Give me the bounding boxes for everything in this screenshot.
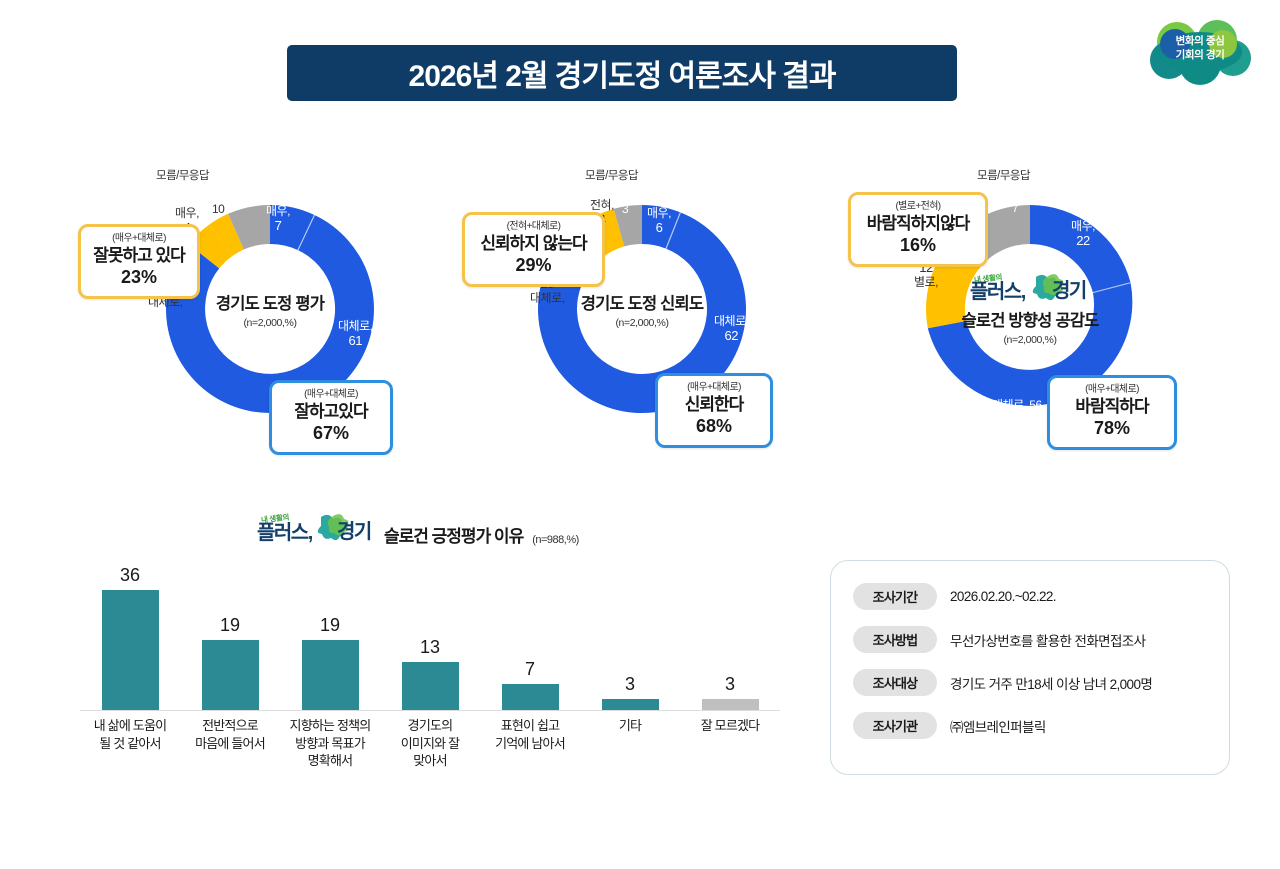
bar-chart-slogan-reasons: 내 생활의 플러스, 경기 슬로건 긍정평가 이유 (n=988,%) 36 1… [70, 505, 790, 795]
bar-item: 19 [180, 565, 280, 710]
logo-line-2: 기회의 경기 [1175, 49, 1225, 62]
bar-item: 36 [80, 565, 180, 710]
info-row: 조사방법 무선가상번호를 활용한 전화면접조사 [853, 626, 1211, 653]
donut-3-negative-callout: (별로+전혀) 바람직하지않다 16% [848, 192, 988, 267]
donut-2-blue1: 매우, 6 [647, 206, 671, 235]
bar-chart-axis [80, 710, 780, 711]
bar-item: 7 [480, 565, 580, 710]
bar-category-label: 기타 [618, 718, 642, 733]
bar-value: 19 [319, 615, 341, 635]
donut-1-blue1: 매우, 7 [266, 204, 290, 233]
donut-2-blue2: 대체로, 62 [714, 314, 749, 343]
donut-chart-evaluation: 경기도 도정 평가 (n=2,000,%) 모름/무응답 10 매우, 7 대체… [78, 170, 440, 455]
bar-item: 13 [380, 565, 480, 710]
info-value: ㈜엠브레인퍼블릭 [950, 719, 1046, 735]
bar-rect [101, 590, 159, 710]
bar-value: 19 [219, 615, 241, 635]
donut-3-blue2: 대체로, 56 [992, 398, 1042, 412]
info-value: 경기도 거주 만18세 이상 남녀 2,000명 [950, 676, 1153, 692]
bar-value: 3 [724, 674, 735, 694]
bar-category-label: 전반적으로 마음에 들어서 [195, 718, 266, 751]
donut-1-dontknow-label: 모름/무응답 [156, 170, 210, 182]
bar-category-label: 경기도의 이미지와 잘 맞아서 [400, 718, 460, 769]
plus-logo-suffix-text: 경기 [337, 521, 372, 543]
donut-1-positive-callout: (매우+대체로) 잘하고있다 67% [269, 380, 393, 455]
info-key: 조사기간 [853, 583, 937, 610]
donut-2-positive-callout: (매우+대체로) 신뢰한다 68% [655, 373, 773, 448]
bar-rect [701, 699, 759, 710]
donut-2-dontknow-label: 모름/무응답 [585, 170, 639, 182]
logo-line-1: 변화의 중심 [1175, 35, 1225, 47]
logo-blob-icon [1150, 20, 1251, 85]
info-value: 2026.02.20.~02.22. [950, 589, 1057, 604]
bar-rect [301, 640, 359, 710]
plus-gyeonggi-logo-bar: 내 생활의 플러스, 경기 [255, 513, 375, 547]
plus-flourish-icon [317, 514, 349, 541]
donut-1-negative-callout: (매우+대체로) 잘못하고 있다 23% [78, 224, 200, 299]
bar-value: 7 [524, 659, 535, 679]
bar-chart-bars: 36 19 19 13 7 3 [80, 565, 780, 710]
bar-rect [201, 640, 259, 710]
donut-3-gray-value: 7 [1012, 201, 1019, 215]
gyeonggi-brand-logo: 변화의 중심 기회의 경기 [1145, 18, 1255, 88]
donut-1-blue2: 대체로, 61 [338, 319, 373, 348]
page-title-bar: 2026년 2월 경기도정 여론조사 결과 [287, 45, 957, 101]
info-row: 조사기관 ㈜엠브레인퍼블릭 [853, 712, 1211, 739]
bar-category-label: 내 삶에 도움이 될 것 같아서 [93, 718, 167, 751]
logo-text: 변화의 중심 기회의 경기 [1145, 34, 1255, 62]
donut-2-gray-value: 3 [622, 202, 629, 216]
info-key: 조사방법 [853, 626, 937, 653]
bar-chart-sample-size: (n=988,%) [532, 534, 579, 546]
info-row: 조사기간 2026.02.20.~02.22. [853, 583, 1211, 610]
info-key: 조사기관 [853, 712, 937, 739]
info-row: 조사대상 경기도 거주 만18세 이상 남녀 2,000명 [853, 669, 1211, 696]
survey-info-box: 조사기간 2026.02.20.~02.22. 조사방법 무선가상번호를 활용한… [830, 560, 1230, 775]
donut-1-gray-value: 10 [212, 202, 225, 216]
info-value: 무선가상번호를 활용한 전화면접조사 [950, 633, 1146, 649]
bar-value: 36 [119, 565, 141, 585]
donut-3-positive-callout: (매우+대체로) 바람직하다 78% [1047, 375, 1177, 450]
bar-chart-header: 내 생활의 플러스, 경기 슬로건 긍정평가 이유 (n=988,%) [255, 513, 579, 547]
bar-chart-title: 슬로건 긍정평가 이유 [384, 527, 524, 546]
plus-logo-main-text: 플러스, [257, 522, 313, 544]
donut-chart-slogan: 내 생활의 플러스, 경기 슬로건 방향성 공감도 (n=2,000,%) 모름… [848, 170, 1212, 455]
donut-2-negative-callout: (전혀+대체로) 신뢰하지 않는다 29% [462, 212, 605, 287]
info-key: 조사대상 [853, 669, 937, 696]
bar-item: 19 [280, 565, 380, 710]
bar-category-label: 잘 모르겠다 [700, 718, 760, 733]
bar-category-label: 지향하는 정책의 방향과 목표가 명확해서 [289, 718, 372, 769]
page-title: 2026년 2월 경기도정 여론조사 결과 [408, 60, 837, 93]
bar-value: 3 [624, 674, 635, 694]
bar-rect [601, 699, 659, 710]
bar-rect [501, 684, 559, 710]
bar-value: 13 [419, 637, 441, 657]
bar-rect [401, 662, 459, 710]
bar-item: 3 [580, 565, 680, 710]
bar-chart-categories: 내 삶에 도움이 될 것 같아서 전반적으로 마음에 들어서 지향하는 정책의 … [80, 717, 780, 770]
bar-item: 3 [680, 565, 780, 710]
donut-3-dontknow-label: 모름/무응답 [977, 170, 1031, 182]
donut-3-blue1: 매우, 22 [1071, 219, 1095, 248]
donut-chart-trust: 경기도 도정 신뢰도 (n=2,000,%) 모름/무응답 3 매우, 6 대체… [462, 170, 822, 455]
bar-category-label: 표현이 쉽고 기억에 남아서 [495, 718, 566, 751]
